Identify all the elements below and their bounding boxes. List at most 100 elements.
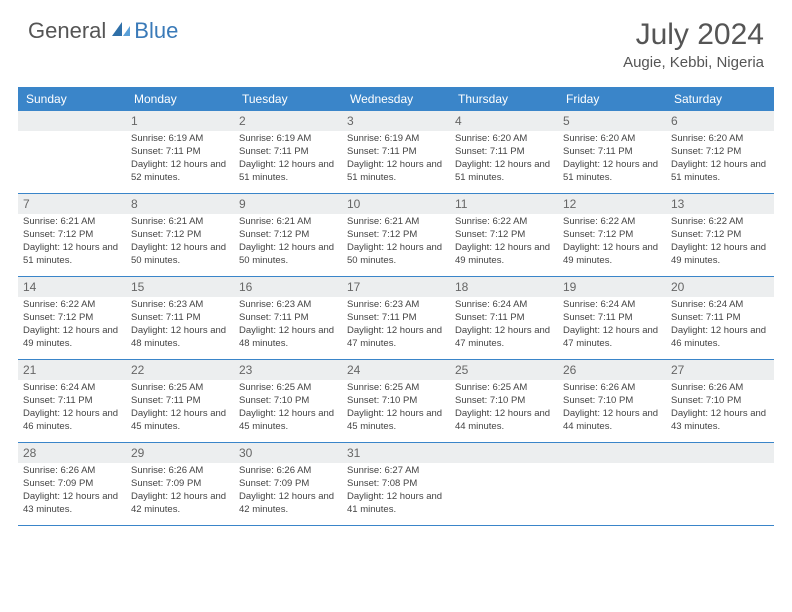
- day-number: 4: [450, 111, 558, 131]
- day-number: 13: [666, 194, 774, 214]
- sunrise-text: Sunrise: 6:21 AM: [347, 216, 445, 229]
- daylight-text: Daylight: 12 hours and 42 minutes.: [131, 491, 229, 517]
- title-block: July 2024 Augie, Kebbi, Nigeria: [623, 18, 764, 71]
- sunrise-text: Sunrise: 6:22 AM: [671, 216, 769, 229]
- day-number: 11: [450, 194, 558, 214]
- daylight-text: Daylight: 12 hours and 47 minutes.: [455, 325, 553, 351]
- day-cell: 29Sunrise: 6:26 AMSunset: 7:09 PMDayligh…: [126, 443, 234, 525]
- sunrise-text: Sunrise: 6:22 AM: [23, 299, 121, 312]
- day-number: 22: [126, 360, 234, 380]
- sunrise-text: Sunrise: 6:19 AM: [239, 133, 337, 146]
- day-number: 29: [126, 443, 234, 463]
- day-number: 21: [18, 360, 126, 380]
- weekday-header: Wednesday: [342, 87, 450, 111]
- sunrise-text: Sunrise: 6:20 AM: [671, 133, 769, 146]
- sunset-text: Sunset: 7:12 PM: [239, 229, 337, 242]
- daylight-text: Daylight: 12 hours and 51 minutes.: [347, 159, 445, 185]
- brand-part1: General: [28, 18, 106, 44]
- day-cell: 22 Sunrise: 6:25 AMSunset: 7:11 PMDayligh…: [126, 360, 234, 442]
- day-number: 1: [126, 111, 234, 131]
- day-number: 20: [666, 277, 774, 297]
- sunset-text: Sunset: 7:11 PM: [131, 395, 229, 408]
- location-text: Augie, Kebbi, Nigeria: [623, 54, 764, 71]
- sunrise-text: Sunrise: 6:21 AM: [131, 216, 229, 229]
- sunset-text: Sunset: 7:10 PM: [455, 395, 553, 408]
- day-cell: 4Sunrise: 6:20 AMSunset: 7:11 PMDaylight…: [450, 111, 558, 193]
- day-number: 14: [18, 277, 126, 297]
- day-cell: 7Sunrise: 6:21 AMSunset: 7:12 PMDaylight…: [18, 194, 126, 276]
- day-cell: 10Sunrise: 6:21 AMSunset: 7:12 PMDayligh…: [342, 194, 450, 276]
- sunrise-text: Sunrise: 6:25 AM: [347, 382, 445, 395]
- daylight-text: Daylight: 12 hours and 44 minutes.: [563, 408, 661, 434]
- daylight-text: Daylight: 12 hours and 47 minutes.: [563, 325, 661, 351]
- sunrise-text: Sunrise: 6:25 AM: [131, 382, 229, 395]
- day-cell: 31Sunrise: 6:27 AMSunset: 7:08 PMDayligh…: [342, 443, 450, 525]
- sunset-text: Sunset: 7:11 PM: [455, 312, 553, 325]
- day-number: 31: [342, 443, 450, 463]
- day-cell: 1Sunrise: 6:19 AMSunset: 7:11 PMDaylight…: [126, 111, 234, 193]
- day-number: [558, 443, 666, 463]
- daylight-text: Daylight: 12 hours and 47 minutes.: [347, 325, 445, 351]
- day-number: 8: [126, 194, 234, 214]
- sunrise-text: Sunrise: 6:24 AM: [563, 299, 661, 312]
- sunset-text: Sunset: 7:12 PM: [671, 229, 769, 242]
- sunset-text: Sunset: 7:09 PM: [23, 478, 121, 491]
- calendar-grid: SundayMondayTuesdayWednesdayThursdayFrid…: [18, 87, 774, 526]
- day-cell: 24Sunrise: 6:25 AMSunset: 7:10 PMDayligh…: [342, 360, 450, 442]
- day-number: 6: [666, 111, 774, 131]
- day-number: 27: [666, 360, 774, 380]
- sunset-text: Sunset: 7:12 PM: [23, 312, 121, 325]
- day-cell: 12Sunrise: 6:22 AMSunset: 7:12 PMDayligh…: [558, 194, 666, 276]
- day-number: 24: [342, 360, 450, 380]
- sunset-text: Sunset: 7:09 PM: [239, 478, 337, 491]
- daylight-text: Daylight: 12 hours and 51 minutes.: [23, 242, 121, 268]
- sunrise-text: Sunrise: 6:20 AM: [455, 133, 553, 146]
- day-cell: 14Sunrise: 6:22 AMSunset: 7:12 PMDayligh…: [18, 277, 126, 359]
- daylight-text: Daylight: 12 hours and 51 minutes.: [671, 159, 769, 185]
- daylight-text: Daylight: 12 hours and 45 minutes.: [131, 408, 229, 434]
- sunrise-text: Sunrise: 6:24 AM: [23, 382, 121, 395]
- day-number: 7: [18, 194, 126, 214]
- month-title: July 2024: [623, 18, 764, 52]
- weekday-header: Sunday: [18, 87, 126, 111]
- day-cell: 3Sunrise: 6:19 AMSunset: 7:11 PMDaylight…: [342, 111, 450, 193]
- day-number: 26: [558, 360, 666, 380]
- day-cell: 26Sunrise: 6:26 AMSunset: 7:10 PMDayligh…: [558, 360, 666, 442]
- daylight-text: Daylight: 12 hours and 51 minutes.: [563, 159, 661, 185]
- daylight-text: Daylight: 12 hours and 43 minutes.: [23, 491, 121, 517]
- day-number: 16: [234, 277, 342, 297]
- day-number: 3: [342, 111, 450, 131]
- day-number: 23: [234, 360, 342, 380]
- week-row: 1Sunrise: 6:19 AMSunset: 7:11 PMDaylight…: [18, 111, 774, 194]
- daylight-text: Daylight: 12 hours and 41 minutes.: [347, 491, 445, 517]
- day-cell: 9Sunrise: 6:21 AMSunset: 7:12 PMDaylight…: [234, 194, 342, 276]
- sunset-text: Sunset: 7:11 PM: [131, 312, 229, 325]
- day-number: 25: [450, 360, 558, 380]
- sunrise-text: Sunrise: 6:20 AM: [563, 133, 661, 146]
- brand-part2: Blue: [134, 18, 178, 44]
- daylight-text: Daylight: 12 hours and 43 minutes.: [671, 408, 769, 434]
- day-number: 2: [234, 111, 342, 131]
- sunset-text: Sunset: 7:12 PM: [347, 229, 445, 242]
- sunrise-text: Sunrise: 6:23 AM: [239, 299, 337, 312]
- sunset-text: Sunset: 7:11 PM: [23, 395, 121, 408]
- daylight-text: Daylight: 12 hours and 50 minutes.: [347, 242, 445, 268]
- day-cell: 27Sunrise: 6:26 AMSunset: 7:10 PMDayligh…: [666, 360, 774, 442]
- daylight-text: Daylight: 12 hours and 48 minutes.: [131, 325, 229, 351]
- sunset-text: Sunset: 7:12 PM: [671, 146, 769, 159]
- day-cell: 23Sunrise: 6:25 AMSunset: 7:10 PMDayligh…: [234, 360, 342, 442]
- day-number: 18: [450, 277, 558, 297]
- day-cell: 18Sunrise: 6:24 AMSunset: 7:11 PMDayligh…: [450, 277, 558, 359]
- daylight-text: Daylight: 12 hours and 49 minutes.: [671, 242, 769, 268]
- empty-cell: [666, 443, 774, 525]
- sunrise-text: Sunrise: 6:25 AM: [239, 382, 337, 395]
- sunset-text: Sunset: 7:12 PM: [131, 229, 229, 242]
- sunset-text: Sunset: 7:10 PM: [239, 395, 337, 408]
- daylight-text: Daylight: 12 hours and 52 minutes.: [131, 159, 229, 185]
- day-cell: 21Sunrise: 6:24 AMSunset: 7:11 PMDayligh…: [18, 360, 126, 442]
- sunrise-text: Sunrise: 6:27 AM: [347, 465, 445, 478]
- sunrise-text: Sunrise: 6:25 AM: [455, 382, 553, 395]
- day-cell: 16Sunrise: 6:23 AMSunset: 7:11 PMDayligh…: [234, 277, 342, 359]
- sunset-text: Sunset: 7:10 PM: [563, 395, 661, 408]
- day-number: 9: [234, 194, 342, 214]
